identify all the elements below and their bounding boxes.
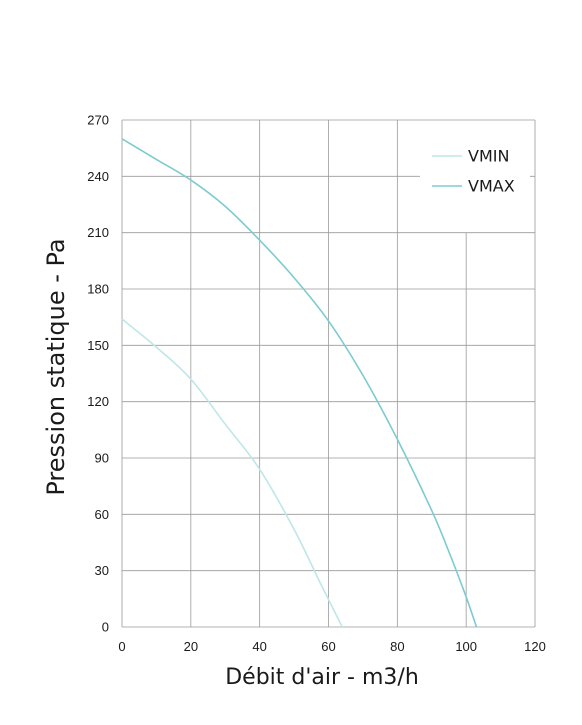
y-tick-label: 240 <box>87 169 109 184</box>
series-line-vmax <box>121 138 478 628</box>
x-tick-label: 20 <box>184 639 198 654</box>
y-tick-label: 270 <box>87 113 109 128</box>
y-axis-title: Pression statique - Pa <box>42 238 70 495</box>
legend: VMIN VMAX <box>420 134 530 196</box>
x-tick-label: 60 <box>321 639 335 654</box>
x-tick-label: 80 <box>390 639 404 654</box>
y-tick-label: 60 <box>95 507 109 522</box>
y-tick-labels: 0 30 60 90 120 150 180 210 240 270 <box>87 113 109 635</box>
x-tick-label: 120 <box>524 639 546 654</box>
x-axis-title: Débit d'air - m3/h <box>225 665 419 690</box>
legend-background <box>420 134 530 194</box>
legend-label-vmax: VMAX <box>468 177 515 196</box>
y-tick-label: 120 <box>87 394 109 409</box>
grid <box>121 119 536 628</box>
legend-label-vmin: VMIN <box>468 147 509 166</box>
y-tick-label: 90 <box>95 451 109 466</box>
series-lines <box>121 138 478 628</box>
y-tick-label: 0 <box>102 620 109 635</box>
y-tick-label: 150 <box>87 338 109 353</box>
y-tick-label: 210 <box>87 225 109 240</box>
y-tick-label: 30 <box>95 563 109 578</box>
x-tick-label: 40 <box>252 639 266 654</box>
x-tick-labels: 0 20 40 60 80 100 120 <box>118 639 545 654</box>
y-tick-label: 180 <box>87 282 109 297</box>
x-tick-label: 100 <box>455 639 477 654</box>
x-tick-label: 0 <box>118 639 125 654</box>
series-line-vmin <box>121 318 343 628</box>
